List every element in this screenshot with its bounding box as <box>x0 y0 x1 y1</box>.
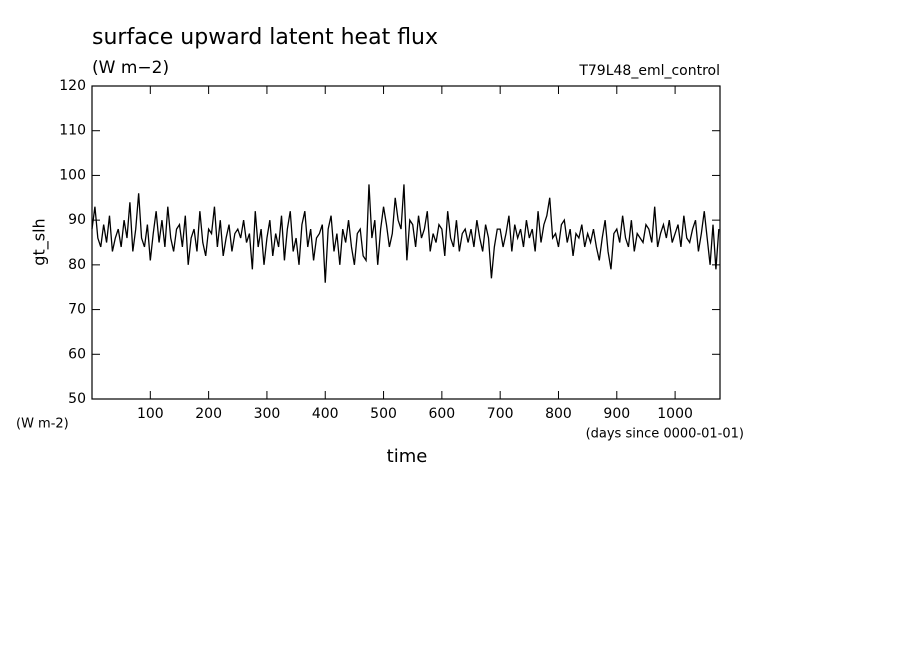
x-tick-label: 900 <box>603 406 630 422</box>
x-units: (days since 0000-01-01) <box>586 427 744 442</box>
y-tick-label: 100 <box>59 167 86 183</box>
y-tick-label: 110 <box>59 123 86 139</box>
x-tick-label: 800 <box>545 406 572 422</box>
x-tick-label: 500 <box>370 406 397 422</box>
x-tick-label: 300 <box>254 406 281 422</box>
data-line <box>91 184 720 283</box>
chart-subtitle: (W m−2) <box>92 58 169 78</box>
x-axis-label: time <box>387 446 428 467</box>
y-tick-label: 80 <box>68 257 86 273</box>
x-tick-label: 700 <box>487 406 514 422</box>
annotation: T79L48_eml_control <box>578 63 720 79</box>
y-axis-label: gt_slh <box>30 218 50 265</box>
x-tick-label: 400 <box>312 406 339 422</box>
y-units: (W m-2) <box>16 417 69 432</box>
y-tick-label: 60 <box>68 346 86 362</box>
x-tick-label: 200 <box>195 406 222 422</box>
plot-frame <box>91 85 721 400</box>
y-tick-label: 120 <box>59 78 86 94</box>
y-tick-label: 90 <box>68 212 86 228</box>
y-tick-label: 50 <box>68 391 86 407</box>
y-tick-label: 70 <box>68 302 86 318</box>
x-tick-label: 100 <box>137 406 164 422</box>
x-tick-label: 600 <box>428 406 455 422</box>
chart-title: surface upward latent heat flux <box>92 25 438 50</box>
x-tick-label: 1000 <box>657 406 693 422</box>
